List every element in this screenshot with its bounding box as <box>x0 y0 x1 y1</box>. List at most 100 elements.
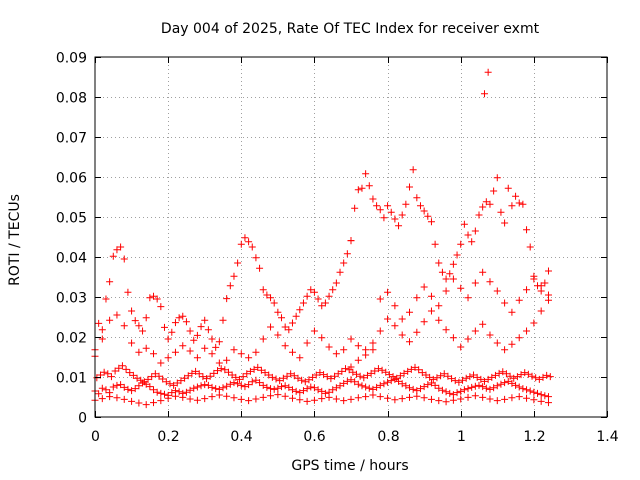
data-point <box>493 382 501 390</box>
data-point <box>523 327 531 335</box>
data-point <box>190 384 198 392</box>
data-point <box>310 396 318 404</box>
data-point <box>530 319 538 327</box>
data-point <box>411 363 419 371</box>
data-point <box>323 373 331 381</box>
data-point <box>318 387 326 395</box>
data-point <box>486 278 494 286</box>
data-point <box>457 387 465 395</box>
data-point <box>267 392 275 400</box>
data-point <box>433 374 441 382</box>
y-tick-label: 0.04 <box>56 251 87 267</box>
data-point <box>342 365 350 373</box>
data-point <box>486 200 494 208</box>
data-point <box>376 295 384 303</box>
data-point <box>135 382 143 390</box>
data-point <box>140 378 148 386</box>
data-point <box>256 264 264 272</box>
data-point <box>208 383 216 391</box>
data-point <box>115 364 123 372</box>
data-point <box>413 194 421 202</box>
data-point <box>98 384 106 392</box>
data-point <box>212 343 220 351</box>
data-point <box>128 387 136 395</box>
data-point <box>519 200 527 208</box>
data-point <box>406 183 414 191</box>
data-point <box>215 359 223 367</box>
data-point <box>384 378 392 386</box>
data-point <box>201 344 209 352</box>
data-point <box>398 211 406 219</box>
data-point <box>95 319 103 327</box>
data-point <box>376 206 384 214</box>
data-point <box>453 251 461 259</box>
data-point <box>515 334 523 342</box>
data-point <box>274 384 282 392</box>
data-point <box>541 279 549 287</box>
data-point <box>162 378 170 386</box>
data-point <box>288 394 296 402</box>
data-point <box>398 395 406 403</box>
data-point <box>166 380 174 388</box>
x-tick-label: 1 <box>457 429 466 445</box>
data-point <box>292 312 300 320</box>
data-point <box>332 395 340 403</box>
data-point <box>252 395 260 403</box>
data-point <box>214 367 222 375</box>
data-point <box>283 372 291 380</box>
data-point <box>252 376 260 384</box>
data-point <box>259 286 267 294</box>
y-tick-label: 0.06 <box>56 171 87 187</box>
data-point <box>208 350 216 358</box>
data-point <box>420 383 428 391</box>
data-point <box>477 375 485 383</box>
data-point <box>98 326 106 334</box>
data-point <box>360 374 368 382</box>
data-point <box>484 375 492 383</box>
data-point <box>464 335 472 343</box>
data-point <box>137 376 145 384</box>
data-point <box>212 385 220 393</box>
data-point <box>279 374 287 382</box>
data-point <box>376 381 384 389</box>
data-point <box>256 379 264 387</box>
data-point <box>197 382 205 390</box>
data-point <box>307 286 315 294</box>
data-point <box>340 379 348 387</box>
data-point <box>106 278 114 286</box>
data-point <box>120 395 128 403</box>
data-point <box>508 308 516 316</box>
data-point <box>508 394 516 402</box>
data-points <box>91 68 554 409</box>
data-point <box>331 372 339 380</box>
data-point <box>230 394 238 402</box>
data-point <box>109 252 117 260</box>
data-point <box>128 307 136 315</box>
data-point <box>490 187 498 195</box>
data-point <box>446 389 454 397</box>
data-point <box>276 377 284 385</box>
data-point <box>479 320 487 328</box>
data-point <box>129 371 137 379</box>
y-tick-label: 0 <box>78 411 87 427</box>
data-point <box>512 381 520 389</box>
data-point <box>380 214 388 222</box>
data-point <box>203 375 211 383</box>
x-tick-label: 0 <box>91 429 100 445</box>
data-point <box>230 272 238 280</box>
data-point <box>471 279 479 287</box>
data-point <box>274 331 282 339</box>
data-point <box>523 386 531 394</box>
data-point <box>208 335 216 343</box>
data-point <box>442 398 450 406</box>
data-point <box>506 372 514 380</box>
data-point <box>457 284 465 292</box>
data-point <box>479 393 487 401</box>
tick-labels: 0 0.01 0.02 0.03 0.04 0.05 0.06 0.07 0.08 0.09 0 0.… <box>56 51 619 446</box>
x-axis-label: GPS time / hours <box>291 458 408 474</box>
data-point <box>248 243 256 251</box>
data-point <box>376 327 384 335</box>
data-point <box>349 368 357 376</box>
data-point <box>151 370 159 378</box>
data-point <box>475 211 483 219</box>
